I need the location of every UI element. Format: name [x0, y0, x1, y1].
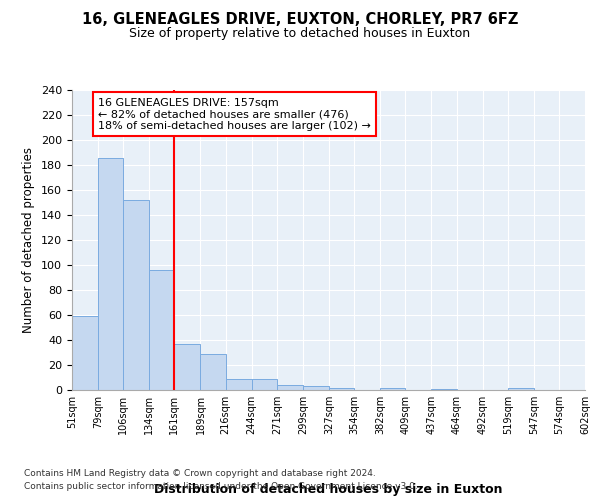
Text: Size of property relative to detached houses in Euxton: Size of property relative to detached ho… — [130, 28, 470, 40]
Bar — [329, 388, 354, 390]
Text: Contains public sector information licensed under the Open Government Licence v3: Contains public sector information licen… — [24, 482, 418, 491]
Bar — [380, 388, 406, 390]
Text: 16, GLENEAGLES DRIVE, EUXTON, CHORLEY, PR7 6FZ: 16, GLENEAGLES DRIVE, EUXTON, CHORLEY, P… — [82, 12, 518, 28]
Bar — [226, 379, 251, 390]
Text: 16 GLENEAGLES DRIVE: 157sqm
← 82% of detached houses are smaller (476)
18% of se: 16 GLENEAGLES DRIVE: 157sqm ← 82% of det… — [98, 98, 371, 130]
Y-axis label: Number of detached properties: Number of detached properties — [22, 147, 35, 333]
Bar — [98, 158, 123, 390]
Bar — [200, 354, 226, 390]
Bar — [431, 389, 457, 390]
Bar — [508, 388, 534, 390]
Bar — [175, 344, 200, 390]
X-axis label: Distribution of detached houses by size in Euxton: Distribution of detached houses by size … — [154, 483, 503, 496]
Text: Contains HM Land Registry data © Crown copyright and database right 2024.: Contains HM Land Registry data © Crown c… — [24, 468, 376, 477]
Bar — [123, 200, 149, 390]
Bar — [72, 316, 98, 390]
Bar — [149, 270, 175, 390]
Bar — [303, 386, 329, 390]
Bar — [277, 385, 303, 390]
Bar — [251, 379, 277, 390]
